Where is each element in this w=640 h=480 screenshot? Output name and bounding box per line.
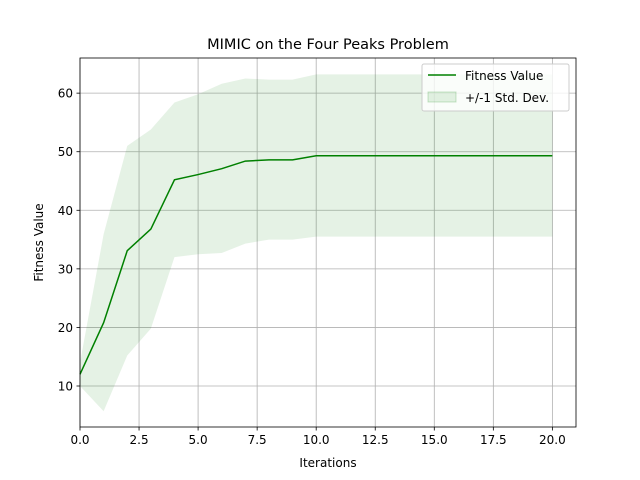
y-tick-label: 60 <box>58 87 73 101</box>
y-tick-label: 10 <box>58 380 73 394</box>
x-tick-label: 10.0 <box>303 433 330 447</box>
y-tick-label: 50 <box>58 145 73 159</box>
legend-label-fitness-value: Fitness Value <box>465 69 543 83</box>
legend-box <box>421 63 570 112</box>
y-tick-label: 40 <box>58 204 73 218</box>
axes-frame <box>79 57 577 428</box>
grid <box>79 58 576 427</box>
x-tick-label: 5.0 <box>189 433 208 447</box>
legend: Fitness Value +/-1 Std. Dev. <box>421 63 570 112</box>
x-tick-label: 12.5 <box>362 433 389 447</box>
x-tick-label: 17.5 <box>480 433 507 447</box>
chart-title: MIMIC on the Four Peaks Problem <box>207 37 449 53</box>
ticks: 0.0 2.5 5.0 7.5 10.0 12.5 15.0 17.5 20.0 10 20 30 40… <box>58 87 566 447</box>
x-tick-label: 20.0 <box>539 433 566 447</box>
x-axis-label: Iterations <box>299 456 356 470</box>
x-tick-label: 7.5 <box>248 433 267 447</box>
y-axis-label: Fitness Value <box>32 203 46 281</box>
x-tick-label: 0.0 <box>70 433 89 447</box>
fitness-value-line <box>79 155 553 375</box>
legend-label-std-dev: +/-1 Std. Dev. <box>465 91 549 105</box>
std-dev-band <box>80 74 553 412</box>
legend-band-swatch <box>427 91 457 103</box>
y-tick-label: 30 <box>58 262 73 276</box>
x-tick-label: 15.0 <box>421 433 448 447</box>
y-tick-label: 20 <box>58 321 73 335</box>
x-tick-label: 2.5 <box>130 433 149 447</box>
